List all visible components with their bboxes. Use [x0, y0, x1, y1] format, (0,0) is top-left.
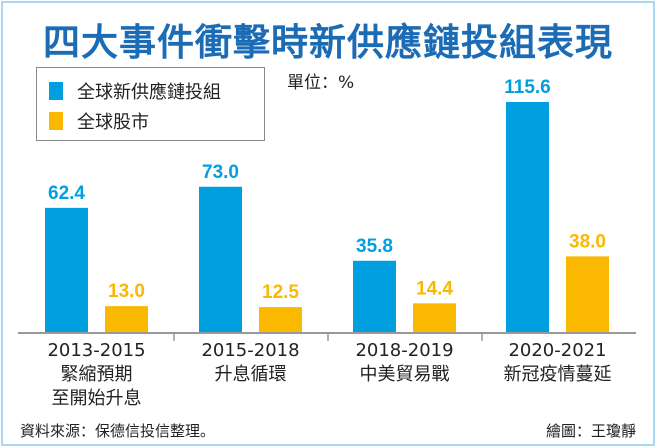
bar-supply-chain: [353, 260, 396, 332]
chart-title: 四大事件衝擊時新供應鏈投組表現: [43, 21, 613, 64]
data-label: 38.0: [569, 231, 606, 252]
legend-item-supply-chain: 全球新供應鏈投組: [49, 78, 221, 104]
data-label: 12.5: [262, 282, 299, 303]
bar-global-stocks: [413, 303, 456, 332]
category-label: 中美貿易戰: [360, 364, 450, 385]
bar-global-stocks: [566, 256, 609, 332]
legend-item-global-stocks: 全球股市: [49, 108, 149, 134]
data-label: 14.4: [416, 278, 453, 299]
category-label: 至開始升息: [52, 388, 142, 409]
source-note: 資料來源：保德信投信整理。: [20, 422, 216, 440]
bar-global-stocks: [259, 307, 302, 332]
legend-swatch-global-stocks: [49, 112, 63, 130]
legend-swatch-supply-chain: [49, 82, 63, 100]
data-label: 35.8: [356, 236, 393, 257]
legend-label: 全球股市: [77, 112, 149, 133]
data-label: 13.0: [108, 281, 145, 302]
category-label: 緊縮預期: [61, 364, 133, 385]
category-label: 升息循環: [215, 364, 287, 385]
bar-supply-chain: [506, 102, 549, 332]
category-label: 2013-2015: [47, 340, 145, 361]
category-label: 新冠疫情蔓延: [504, 364, 612, 385]
bar-supply-chain: [45, 207, 88, 332]
category-label: 2015-2018: [201, 340, 299, 361]
bar-supply-chain: [199, 186, 242, 332]
legend: 全球新供應鏈投組 全球股市: [36, 67, 265, 141]
unit-label: 單位：%: [287, 73, 355, 93]
credit-note: 繪圖：王瓊靜: [545, 422, 636, 440]
legend-label: 全球新供應鏈投組: [77, 82, 221, 103]
category-label: 2020-2021: [508, 340, 606, 361]
bar-global-stocks: [105, 306, 148, 332]
category-label: 2018-2019: [355, 340, 453, 361]
data-label: 115.6: [504, 77, 551, 98]
data-label: 73.0: [202, 162, 239, 183]
data-label: 62.4: [48, 183, 85, 204]
